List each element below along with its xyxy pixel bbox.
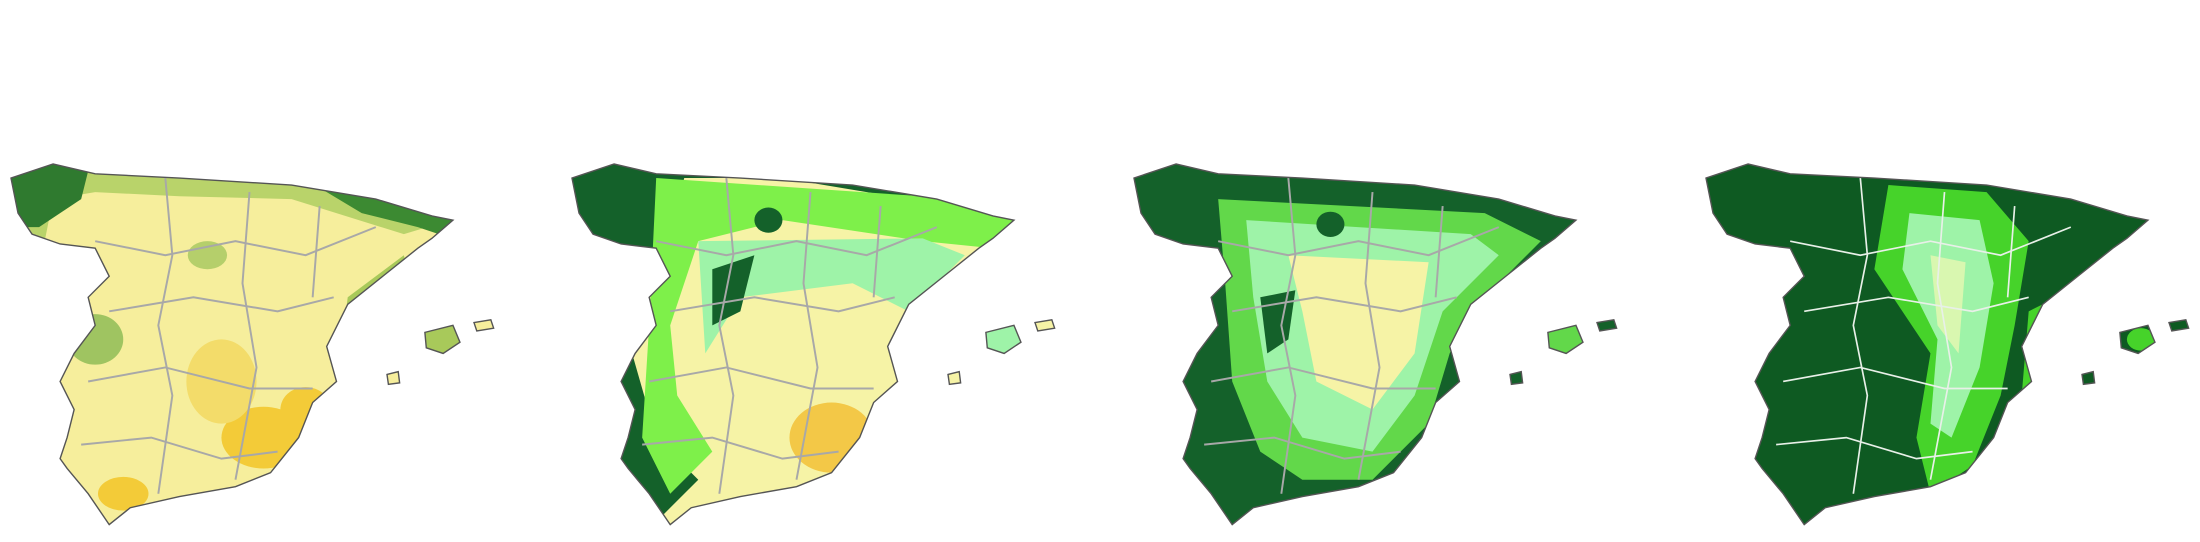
map-1 [10,163,495,526]
map-3 [1133,163,1618,526]
map-4 [1705,163,2190,526]
map-2 [571,163,1056,526]
